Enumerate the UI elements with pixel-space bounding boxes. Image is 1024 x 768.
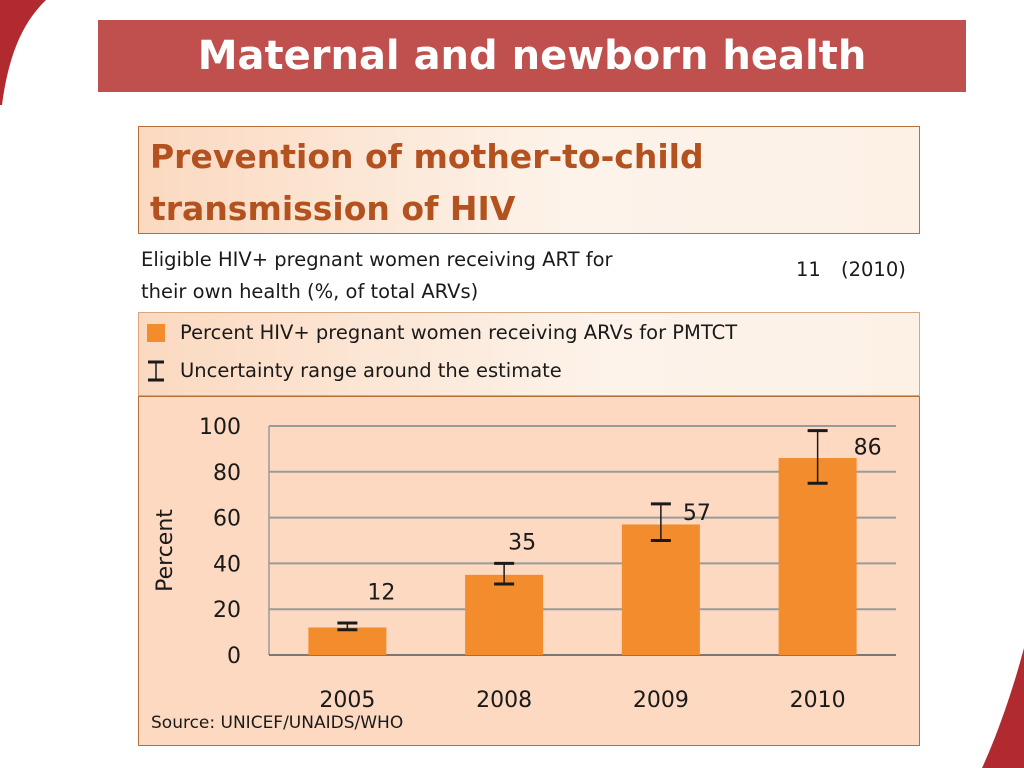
slide-title-bar: Maternal and newborn health: [98, 20, 966, 92]
legend-item-error: Uncertainty range around the estimate: [147, 359, 562, 382]
indicator-row: Eligible HIV+ pregnant women receiving A…: [138, 234, 920, 310]
indicator-label-line1: Eligible HIV+ pregnant women receiving A…: [141, 248, 613, 271]
y-tick-label: 20: [213, 598, 241, 623]
data-label: 35: [508, 530, 536, 555]
error-bar-icon: [148, 360, 164, 381]
bar: [621, 524, 700, 655]
bar-chart: 0 20 40 60 80 100 Percent 12 2005 35 2008 57 2009 86 2…: [153, 415, 896, 713]
y-tick-label: 100: [199, 415, 241, 440]
y-tick-label: 60: [213, 507, 241, 532]
data-label: 12: [367, 581, 395, 606]
legend-bar-label: Percent HIV+ pregnant women receiving AR…: [180, 321, 738, 344]
panel-title-line2: transmission of HIV: [150, 189, 516, 228]
panel-title-line1: Prevention of mother-to-child: [150, 137, 704, 176]
legend-bar-swatch: [147, 323, 165, 342]
legend-item-bars: Percent HIV+ pregnant women receiving AR…: [147, 321, 737, 344]
indicator-value: 11: [796, 258, 821, 281]
x-tick-label: 2008: [476, 688, 532, 713]
panel-title: Prevention of mother-to-child transmissi…: [150, 131, 704, 235]
legend: Percent HIV+ pregnant women receiving AR…: [138, 312, 920, 396]
x-tick-label: 2009: [633, 688, 689, 713]
bar: [308, 627, 387, 655]
pmtct-panel: Prevention of mother-to-child transmissi…: [138, 126, 920, 746]
y-tick-label: 80: [213, 461, 241, 486]
slide-title: Maternal and newborn health: [197, 33, 867, 79]
legend-error-label: Uncertainty range around the estimate: [180, 359, 562, 382]
data-label: 57: [683, 501, 711, 526]
y-axis-label: Percent: [153, 509, 178, 592]
y-tick-label: 40: [213, 552, 241, 577]
source-note: Source: UNICEF/UNAIDS/WHO: [151, 713, 404, 733]
chart-area: 0 20 40 60 80 100 Percent 12 2005 35 2008 57 2009 86 2…: [138, 396, 920, 746]
indicator-label: Eligible HIV+ pregnant women receiving A…: [141, 244, 701, 308]
y-tick-label: 0: [227, 644, 241, 669]
x-tick-label: 2005: [319, 688, 375, 713]
corner-decoration-bottom: [982, 648, 1024, 768]
bar: [465, 574, 544, 655]
indicator-year: (2010): [841, 258, 906, 281]
x-tick-label: 2010: [790, 688, 846, 713]
indicator-label-line2: their own health (%, of total ARVs): [141, 280, 479, 303]
panel-header: Prevention of mother-to-child transmissi…: [138, 126, 920, 234]
bar: [778, 458, 857, 655]
corner-decoration-top: [0, 0, 46, 105]
data-label: 86: [854, 436, 882, 461]
